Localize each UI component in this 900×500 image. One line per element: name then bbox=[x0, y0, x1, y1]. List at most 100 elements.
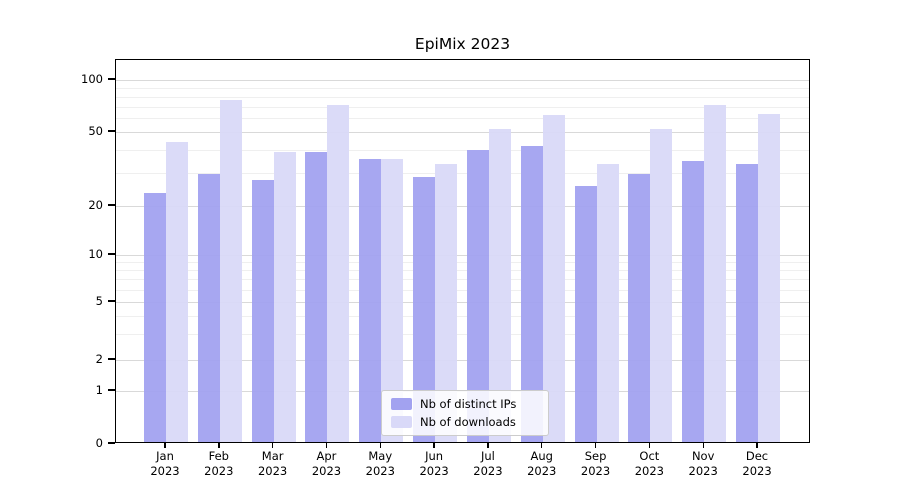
x-tick-month: Nov bbox=[691, 449, 715, 463]
x-tick-label-sep: Sep 2023 bbox=[564, 449, 628, 479]
bar-distinct-ips-nov bbox=[682, 161, 705, 442]
x-tick-label-nov: Nov 2023 bbox=[671, 449, 735, 479]
bar-distinct-ips-feb bbox=[197, 174, 220, 442]
legend-swatch-downloads bbox=[391, 416, 412, 428]
legend-row-downloads: Nb of downloads bbox=[391, 415, 539, 429]
x-tick-month: Dec bbox=[745, 449, 769, 463]
x-tick-month: Jan bbox=[156, 449, 174, 463]
x-tick-mark bbox=[164, 443, 166, 448]
x-tick-month: Mar bbox=[261, 449, 284, 463]
bar-distinct-ips-may bbox=[359, 158, 382, 442]
x-tick-year: 2023 bbox=[634, 464, 665, 478]
x-tick-label-oct: Oct 2023 bbox=[617, 449, 681, 479]
bar-downloads-jul bbox=[488, 128, 511, 442]
x-tick-year: 2023 bbox=[257, 464, 288, 478]
x-tick-mark bbox=[433, 443, 435, 448]
gridline-90 bbox=[116, 87, 809, 89]
y-tick-mark bbox=[108, 253, 115, 255]
y-tick-mark bbox=[108, 442, 115, 444]
x-tick-label-aug: Aug 2023 bbox=[510, 449, 574, 479]
x-tick-year: 2023 bbox=[580, 464, 611, 478]
x-tick-year: 2023 bbox=[527, 464, 557, 478]
x-tick-label-apr: Apr 2023 bbox=[294, 449, 358, 479]
bar-downloads-apr bbox=[327, 104, 350, 442]
x-tick-mark bbox=[648, 443, 651, 448]
chart-title: EpiMix 2023 bbox=[414, 35, 511, 53]
legend-swatch-distinct-ips bbox=[391, 398, 412, 410]
x-tick-month: Jul bbox=[480, 449, 495, 463]
x-tick-year: 2023 bbox=[150, 464, 180, 478]
gridline-4 bbox=[116, 316, 809, 318]
gridline-5 bbox=[116, 302, 809, 303]
x-tick-year: 2023 bbox=[419, 464, 449, 478]
y-tick-label: 0 bbox=[95, 436, 103, 450]
y-tick-mark bbox=[108, 300, 115, 302]
bar-downloads-sep bbox=[596, 163, 619, 442]
gridline-100 bbox=[116, 80, 809, 81]
x-tick-month: May bbox=[368, 449, 393, 463]
gridline-9 bbox=[116, 262, 809, 264]
gridline-6 bbox=[116, 289, 809, 291]
bar-downloads-nov bbox=[704, 104, 727, 442]
y-tick-mark bbox=[108, 389, 115, 391]
y-tick-mark bbox=[108, 78, 115, 80]
legend-row-distinct-ips: Nb of distinct IPs bbox=[391, 397, 539, 411]
gridline-40 bbox=[116, 150, 809, 152]
gridline-10 bbox=[116, 255, 809, 256]
bar-distinct-ips-aug bbox=[520, 146, 543, 442]
x-tick-year: 2023 bbox=[742, 464, 772, 478]
x-tick-label-may: May 2023 bbox=[348, 449, 412, 479]
bar-distinct-ips-apr bbox=[305, 152, 328, 442]
x-tick-mark bbox=[218, 443, 220, 448]
x-tick-mark bbox=[541, 443, 543, 448]
legend-label-distinct-ips: Nb of distinct IPs bbox=[420, 397, 517, 411]
y-tick-mark bbox=[108, 204, 115, 206]
x-tick-mark bbox=[325, 443, 328, 448]
gridline-2 bbox=[116, 360, 809, 361]
gridline-3 bbox=[116, 334, 809, 336]
x-tick-year: 2023 bbox=[365, 464, 395, 478]
bar-downloads-mar bbox=[273, 152, 296, 442]
bar-downloads-jan bbox=[166, 142, 188, 442]
x-tick-month: Sep bbox=[584, 449, 607, 463]
x-tick-label-feb: Feb 2023 bbox=[187, 449, 251, 479]
y-tick-mark bbox=[108, 358, 115, 360]
legend-label-downloads: Nb of downloads bbox=[420, 415, 516, 429]
gridline-80 bbox=[116, 96, 809, 98]
gridline-30 bbox=[116, 173, 809, 175]
x-tick-label-jun: Jun 2023 bbox=[402, 449, 466, 479]
y-tick-label: 10 bbox=[88, 247, 103, 261]
bar-downloads-oct bbox=[650, 128, 673, 442]
bar-downloads-jun bbox=[435, 163, 458, 442]
x-tick-mark bbox=[594, 443, 597, 448]
bar-distinct-ips-jun bbox=[413, 176, 436, 442]
bar-downloads-feb bbox=[219, 99, 242, 442]
gridline-7 bbox=[116, 279, 809, 281]
x-tick-mark bbox=[379, 443, 381, 448]
x-tick-year: 2023 bbox=[688, 464, 718, 478]
legend: Nb of distinct IPs Nb of downloads bbox=[381, 390, 549, 436]
x-tick-month: Jun bbox=[425, 449, 444, 463]
gridline-20 bbox=[116, 206, 809, 207]
gridline-60 bbox=[116, 118, 809, 120]
x-tick-month: Aug bbox=[530, 449, 553, 463]
y-tick-label: 1 bbox=[95, 383, 103, 397]
y-tick-label: 2 bbox=[95, 352, 103, 366]
gridline-50 bbox=[116, 132, 809, 133]
x-tick-year: 2023 bbox=[311, 464, 342, 478]
gridline-70 bbox=[116, 106, 809, 108]
x-tick-year: 2023 bbox=[204, 464, 234, 478]
bar-distinct-ips-dec bbox=[736, 163, 759, 442]
y-tick-label: 20 bbox=[88, 198, 103, 212]
y-tick-label: 50 bbox=[88, 124, 103, 138]
x-tick-label-dec: Dec 2023 bbox=[725, 449, 789, 479]
x-tick-label-jul: Jul 2023 bbox=[456, 449, 520, 479]
y-tick-label: 5 bbox=[95, 294, 103, 308]
x-tick-mark bbox=[487, 443, 489, 448]
x-tick-mark bbox=[702, 443, 704, 448]
x-tick-month: Apr bbox=[316, 449, 337, 463]
x-tick-mark bbox=[271, 443, 274, 448]
bar-distinct-ips-mar bbox=[251, 179, 274, 442]
plot-area bbox=[115, 59, 810, 443]
x-tick-year: 2023 bbox=[473, 464, 503, 478]
